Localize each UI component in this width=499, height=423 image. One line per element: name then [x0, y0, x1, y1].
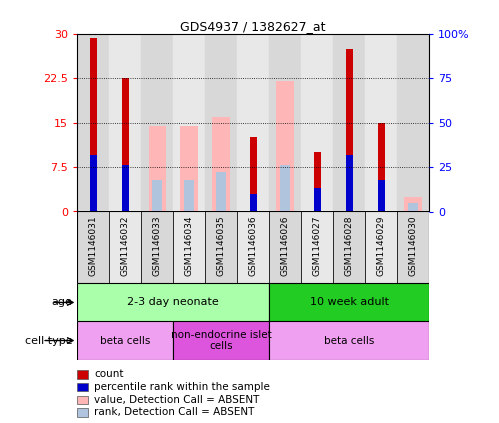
Bar	[397, 212, 429, 283]
Bar	[77, 212, 109, 283]
Bar	[408, 203, 418, 212]
Bar	[77, 283, 269, 321]
Text: GSM1146030: GSM1146030	[409, 215, 418, 276]
Text: count: count	[94, 369, 124, 379]
Bar	[205, 212, 237, 283]
Bar	[333, 34, 365, 212]
Bar	[149, 126, 166, 212]
Text: GSM1146036: GSM1146036	[249, 215, 258, 276]
Bar	[301, 212, 333, 283]
Text: GSM1146026: GSM1146026	[281, 215, 290, 276]
Bar	[314, 152, 321, 212]
Bar	[122, 78, 129, 212]
Text: value, Detection Call = ABSENT: value, Detection Call = ABSENT	[94, 395, 259, 405]
Text: GSM1146029: GSM1146029	[377, 215, 386, 276]
Bar	[269, 34, 301, 212]
Bar	[122, 165, 129, 212]
Text: age: age	[51, 297, 72, 308]
Bar	[181, 126, 198, 212]
Bar	[314, 188, 321, 212]
Bar	[250, 137, 257, 212]
Bar	[378, 179, 385, 212]
Bar	[404, 197, 422, 212]
Bar	[109, 212, 141, 283]
Bar	[250, 194, 257, 212]
Text: beta cells: beta cells	[100, 335, 151, 346]
Bar	[77, 34, 109, 212]
Text: GSM1146028: GSM1146028	[345, 215, 354, 276]
Bar	[237, 34, 269, 212]
Text: 2-3 day neonate: 2-3 day neonate	[127, 297, 219, 308]
Bar	[365, 212, 397, 283]
Text: non-endocrine islet
cells: non-endocrine islet cells	[171, 330, 271, 352]
Bar	[378, 123, 385, 212]
Bar	[269, 212, 301, 283]
Bar	[269, 283, 429, 321]
Text: beta cells: beta cells	[324, 335, 374, 346]
Text: percentile rank within the sample: percentile rank within the sample	[94, 382, 270, 392]
Text: 10 week adult: 10 week adult	[310, 297, 389, 308]
Bar	[397, 34, 429, 212]
Text: GSM1146027: GSM1146027	[313, 215, 322, 276]
Bar	[90, 155, 97, 212]
Bar	[365, 34, 397, 212]
Bar	[280, 165, 290, 212]
Bar	[346, 155, 353, 212]
Bar	[276, 81, 294, 212]
Bar	[185, 179, 194, 212]
Bar	[77, 321, 173, 360]
Bar	[109, 34, 141, 212]
Text: cell type: cell type	[25, 335, 72, 346]
Text: GSM1146034: GSM1146034	[185, 215, 194, 276]
Bar	[346, 49, 353, 212]
Bar	[269, 321, 429, 360]
Text: rank, Detection Call = ABSENT: rank, Detection Call = ABSENT	[94, 407, 254, 418]
Text: GSM1146035: GSM1146035	[217, 215, 226, 276]
Title: GDS4937 / 1382627_at: GDS4937 / 1382627_at	[181, 20, 326, 33]
Bar	[217, 173, 226, 212]
Bar	[213, 117, 230, 212]
Bar	[205, 34, 237, 212]
Bar	[141, 34, 173, 212]
Bar	[173, 321, 269, 360]
Text: GSM1146031: GSM1146031	[89, 215, 98, 276]
Text: GSM1146032: GSM1146032	[121, 215, 130, 276]
Bar	[333, 212, 365, 283]
Bar	[237, 212, 269, 283]
Bar	[141, 212, 173, 283]
Bar	[301, 34, 333, 212]
Bar	[153, 179, 162, 212]
Bar	[173, 34, 205, 212]
Bar	[173, 212, 205, 283]
Text: GSM1146033: GSM1146033	[153, 215, 162, 276]
Bar	[90, 38, 97, 212]
